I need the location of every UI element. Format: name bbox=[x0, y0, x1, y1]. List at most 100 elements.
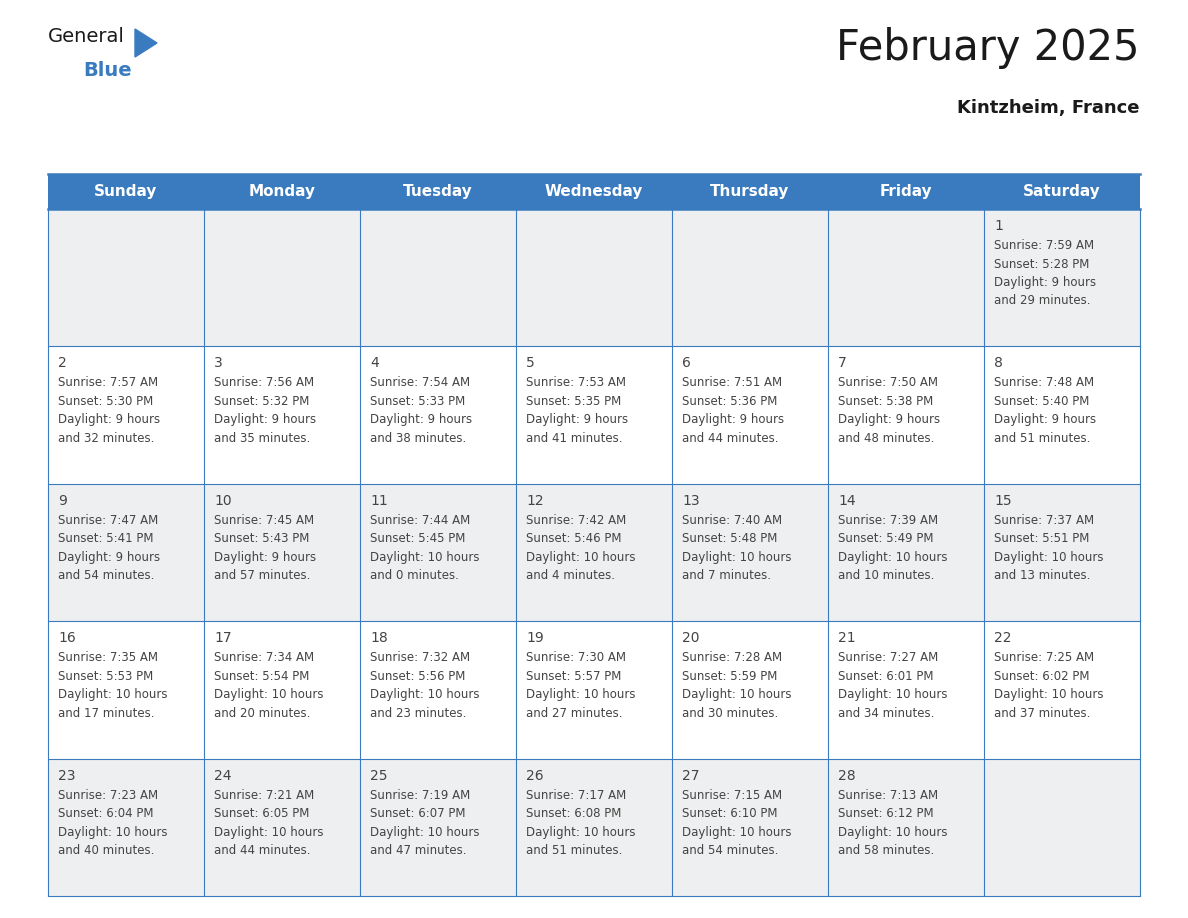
Text: 19: 19 bbox=[526, 632, 544, 645]
Text: Sunset: 5:30 PM: Sunset: 5:30 PM bbox=[58, 395, 153, 408]
Text: 24: 24 bbox=[214, 768, 232, 783]
Text: Sunset: 6:02 PM: Sunset: 6:02 PM bbox=[994, 670, 1089, 683]
Text: Sunset: 5:59 PM: Sunset: 5:59 PM bbox=[682, 670, 777, 683]
Text: February 2025: February 2025 bbox=[836, 27, 1140, 69]
Text: Daylight: 10 hours: Daylight: 10 hours bbox=[369, 551, 480, 564]
Bar bbox=[48, 758, 204, 896]
Text: Saturday: Saturday bbox=[1023, 184, 1101, 199]
Text: and 10 minutes.: and 10 minutes. bbox=[838, 569, 935, 582]
Text: Sunrise: 7:50 AM: Sunrise: 7:50 AM bbox=[838, 376, 939, 389]
Text: 28: 28 bbox=[838, 768, 855, 783]
Text: 26: 26 bbox=[526, 768, 544, 783]
Text: Sunset: 5:41 PM: Sunset: 5:41 PM bbox=[58, 532, 153, 545]
Text: Sunrise: 7:45 AM: Sunrise: 7:45 AM bbox=[214, 514, 314, 527]
Text: and 27 minutes.: and 27 minutes. bbox=[526, 707, 623, 720]
Text: 14: 14 bbox=[838, 494, 855, 508]
Text: Sunrise: 7:44 AM: Sunrise: 7:44 AM bbox=[369, 514, 470, 527]
Text: Sunset: 6:04 PM: Sunset: 6:04 PM bbox=[58, 807, 153, 820]
Bar bbox=[672, 758, 828, 896]
Text: Daylight: 10 hours: Daylight: 10 hours bbox=[526, 688, 636, 701]
Text: Daylight: 10 hours: Daylight: 10 hours bbox=[526, 825, 636, 839]
Bar bbox=[204, 346, 360, 484]
Text: Sunset: 5:48 PM: Sunset: 5:48 PM bbox=[682, 532, 777, 545]
Bar bbox=[984, 209, 1140, 346]
Bar bbox=[828, 484, 984, 621]
Text: Daylight: 10 hours: Daylight: 10 hours bbox=[214, 688, 323, 701]
Text: Sunset: 5:40 PM: Sunset: 5:40 PM bbox=[994, 395, 1089, 408]
Text: Daylight: 10 hours: Daylight: 10 hours bbox=[994, 688, 1104, 701]
Text: Sunrise: 7:53 AM: Sunrise: 7:53 AM bbox=[526, 376, 626, 389]
Text: Sunset: 6:10 PM: Sunset: 6:10 PM bbox=[682, 807, 777, 820]
Text: and 20 minutes.: and 20 minutes. bbox=[214, 707, 310, 720]
Text: Daylight: 9 hours: Daylight: 9 hours bbox=[58, 413, 160, 426]
Text: 12: 12 bbox=[526, 494, 544, 508]
Text: and 17 minutes.: and 17 minutes. bbox=[58, 707, 154, 720]
Bar bbox=[984, 758, 1140, 896]
Text: Sunrise: 7:17 AM: Sunrise: 7:17 AM bbox=[526, 789, 626, 801]
Text: 15: 15 bbox=[994, 494, 1012, 508]
Text: Sunset: 5:32 PM: Sunset: 5:32 PM bbox=[214, 395, 309, 408]
Bar bbox=[516, 346, 672, 484]
Text: 8: 8 bbox=[994, 356, 1003, 370]
Text: Sunrise: 7:39 AM: Sunrise: 7:39 AM bbox=[838, 514, 939, 527]
Text: Blue: Blue bbox=[83, 61, 132, 80]
Text: and 35 minutes.: and 35 minutes. bbox=[214, 431, 310, 445]
Text: and 54 minutes.: and 54 minutes. bbox=[682, 844, 778, 857]
Text: and 13 minutes.: and 13 minutes. bbox=[994, 569, 1091, 582]
Text: and 7 minutes.: and 7 minutes. bbox=[682, 569, 771, 582]
Bar bbox=[984, 621, 1140, 758]
Bar bbox=[672, 484, 828, 621]
Bar bbox=[204, 484, 360, 621]
Text: and 51 minutes.: and 51 minutes. bbox=[526, 844, 623, 857]
Text: Sunset: 5:33 PM: Sunset: 5:33 PM bbox=[369, 395, 466, 408]
Text: Daylight: 9 hours: Daylight: 9 hours bbox=[214, 551, 316, 564]
Text: Sunrise: 7:21 AM: Sunrise: 7:21 AM bbox=[214, 789, 315, 801]
Text: Sunrise: 7:51 AM: Sunrise: 7:51 AM bbox=[682, 376, 782, 389]
Text: and 47 minutes.: and 47 minutes. bbox=[369, 844, 467, 857]
Text: Sunset: 5:54 PM: Sunset: 5:54 PM bbox=[214, 670, 309, 683]
Bar bbox=[516, 621, 672, 758]
Text: Sunrise: 7:37 AM: Sunrise: 7:37 AM bbox=[994, 514, 1094, 527]
Text: and 0 minutes.: and 0 minutes. bbox=[369, 569, 459, 582]
Text: Sunrise: 7:48 AM: Sunrise: 7:48 AM bbox=[994, 376, 1094, 389]
Bar bbox=[828, 209, 984, 346]
Text: 22: 22 bbox=[994, 632, 1011, 645]
Text: and 32 minutes.: and 32 minutes. bbox=[58, 431, 154, 445]
Text: and 44 minutes.: and 44 minutes. bbox=[214, 844, 310, 857]
Text: Sunset: 5:56 PM: Sunset: 5:56 PM bbox=[369, 670, 466, 683]
Text: Sunrise: 7:28 AM: Sunrise: 7:28 AM bbox=[682, 651, 782, 665]
Text: Sunrise: 7:15 AM: Sunrise: 7:15 AM bbox=[682, 789, 782, 801]
Text: Thursday: Thursday bbox=[710, 184, 790, 199]
Text: 10: 10 bbox=[214, 494, 232, 508]
Bar bbox=[360, 209, 516, 346]
Text: 1: 1 bbox=[994, 219, 1003, 233]
Text: 20: 20 bbox=[682, 632, 700, 645]
Bar bbox=[672, 209, 828, 346]
Bar bbox=[360, 758, 516, 896]
Text: Daylight: 10 hours: Daylight: 10 hours bbox=[58, 688, 168, 701]
Text: Daylight: 10 hours: Daylight: 10 hours bbox=[526, 551, 636, 564]
Text: Daylight: 10 hours: Daylight: 10 hours bbox=[838, 825, 948, 839]
Bar bbox=[828, 621, 984, 758]
Text: and 30 minutes.: and 30 minutes. bbox=[682, 707, 778, 720]
Bar bbox=[48, 346, 204, 484]
Text: Daylight: 10 hours: Daylight: 10 hours bbox=[838, 551, 948, 564]
Text: 7: 7 bbox=[838, 356, 847, 370]
Text: Sunrise: 7:25 AM: Sunrise: 7:25 AM bbox=[994, 651, 1094, 665]
Text: 9: 9 bbox=[58, 494, 67, 508]
Bar bbox=[828, 346, 984, 484]
Text: Sunset: 6:12 PM: Sunset: 6:12 PM bbox=[838, 807, 934, 820]
Text: Daylight: 9 hours: Daylight: 9 hours bbox=[838, 413, 940, 426]
Text: Sunrise: 7:34 AM: Sunrise: 7:34 AM bbox=[214, 651, 314, 665]
Bar bbox=[984, 346, 1140, 484]
Bar bbox=[828, 758, 984, 896]
Text: Daylight: 10 hours: Daylight: 10 hours bbox=[682, 551, 791, 564]
Bar bbox=[516, 209, 672, 346]
Text: 5: 5 bbox=[526, 356, 535, 370]
Text: Kintzheim, France: Kintzheim, France bbox=[958, 99, 1140, 117]
Text: Sunset: 5:57 PM: Sunset: 5:57 PM bbox=[526, 670, 621, 683]
Text: Daylight: 9 hours: Daylight: 9 hours bbox=[994, 413, 1097, 426]
Bar bbox=[672, 346, 828, 484]
Text: and 41 minutes.: and 41 minutes. bbox=[526, 431, 623, 445]
Text: Sunrise: 7:13 AM: Sunrise: 7:13 AM bbox=[838, 789, 939, 801]
